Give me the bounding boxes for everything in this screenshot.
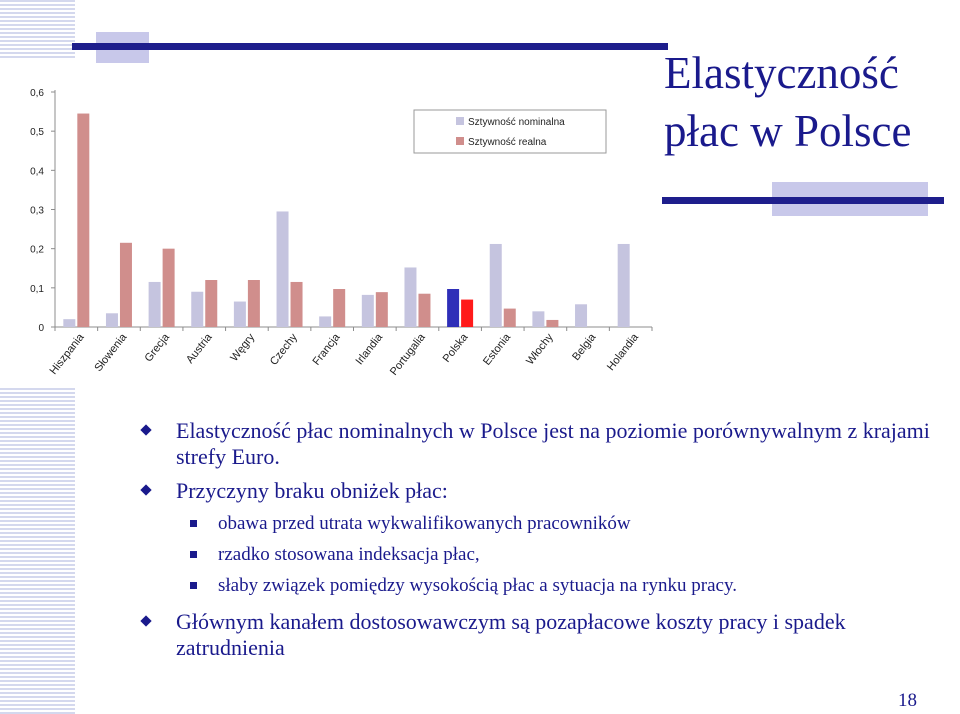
x-tick-label: Hiszpania xyxy=(47,331,87,377)
bar-nominal xyxy=(63,319,76,327)
x-tick-label: Węgry xyxy=(228,331,257,364)
x-axis-labels: Hiszpania Słowenia Grecja Austria Węgry Czech… xyxy=(47,331,641,378)
bar-real xyxy=(461,299,474,327)
bar-nominal xyxy=(447,289,460,327)
legend-label: Sztywność realna xyxy=(468,137,547,148)
legend-swatch xyxy=(456,137,464,145)
decorative-line-right xyxy=(662,197,944,204)
y-tick-label: 0,3 xyxy=(30,206,44,217)
bar-real xyxy=(546,319,559,327)
x-tick-label: Belgia xyxy=(570,331,599,363)
x-tick-label: Słowenia xyxy=(92,331,129,374)
y-tick-label: 0,4 xyxy=(30,166,44,177)
bar-nominal xyxy=(489,243,502,327)
y-tick-label: 0,6 xyxy=(30,88,44,99)
bars xyxy=(63,113,630,328)
sub-bullet-item: obawa przed utrata wykwalifikowanych pra… xyxy=(176,508,940,539)
bullet-item: Elastyczność płac nominalnych w Polsce j… xyxy=(140,418,940,470)
sub-bullet-item: słaby związek pomiędzy wysokością płac a… xyxy=(176,570,940,601)
bar-real xyxy=(418,293,431,327)
sub-bullet-item: rzadko stosowana indeksacja płac, xyxy=(176,539,940,570)
bar-real xyxy=(162,248,175,327)
bullet-text: Przyczyny braku obniżek płac: xyxy=(176,478,448,503)
bullet-item: Głównym kanałem dostosowawczym są pozapł… xyxy=(140,609,940,661)
wage-rigidity-bar-chart: 0 0,1 0,2 0,3 0,4 0,5 0,6 Hiszpania Słowenia Gre… xyxy=(30,88,653,378)
bar-nominal xyxy=(617,243,630,327)
bar-real xyxy=(205,280,218,327)
decorative-line-top xyxy=(72,43,668,50)
bar-nominal xyxy=(105,313,118,327)
bar-nominal xyxy=(233,301,246,327)
bar-real xyxy=(247,280,260,327)
y-tick-label: 0,2 xyxy=(30,245,44,256)
bullet-list: Elastyczność płac nominalnych w Polsce j… xyxy=(140,418,940,669)
x-tick-label: Francja xyxy=(310,331,343,368)
bar-real xyxy=(333,289,346,327)
bullet-item: Przyczyny braku obniżek płac: obawa prze… xyxy=(140,478,940,601)
bar-nominal xyxy=(148,281,161,327)
x-tick-label: Czechy xyxy=(268,331,300,368)
x-tick-label: Estonia xyxy=(481,331,514,368)
x-tick-label: Polska xyxy=(441,331,471,365)
y-tick-label: 0 xyxy=(38,323,44,334)
bar-nominal xyxy=(361,294,374,327)
y-tick-label: 0,5 xyxy=(30,127,44,138)
legend-label: Sztywność nominalna xyxy=(468,117,565,128)
bar-nominal xyxy=(319,316,332,327)
bar-nominal xyxy=(532,311,545,327)
bullet-text: Głównym kanałem dostosowawczym są pozapł… xyxy=(176,609,846,660)
x-tick-label: Austria xyxy=(184,331,215,366)
bar-nominal xyxy=(191,291,204,327)
legend-swatch xyxy=(456,117,464,125)
bar-real xyxy=(290,281,303,327)
bullet-text: Elastyczność płac nominalnych w Polsce j… xyxy=(176,418,930,469)
decorative-stripes-top xyxy=(0,0,75,60)
y-tick-label: 0,1 xyxy=(30,284,44,295)
legend-box xyxy=(413,109,607,154)
bar-real xyxy=(503,308,516,327)
bar-nominal xyxy=(404,267,417,327)
x-tick-label: Włochy xyxy=(524,331,556,367)
bar-real xyxy=(119,242,132,327)
slide-title: Elastyczność płac w Polsce xyxy=(664,44,960,160)
bar-real xyxy=(77,113,90,328)
chart-legend: Sztywność nominalna Sztywność realna xyxy=(413,109,607,154)
bar-nominal xyxy=(575,304,588,327)
x-tick-label: Portugalia xyxy=(388,331,428,378)
sub-bullet-list: obawa przed utrata wykwalifikowanych pra… xyxy=(176,508,940,601)
slide-title-line2: płac w Polsce xyxy=(664,106,912,156)
bar-real xyxy=(375,292,388,327)
x-tick-label: Holandia xyxy=(605,331,642,373)
bar-nominal xyxy=(276,211,289,327)
x-tick-label: Irlandia xyxy=(354,331,386,368)
x-tick-label: Grecja xyxy=(143,331,173,365)
page-number: 18 xyxy=(898,690,917,711)
decorative-stripes-bottom xyxy=(0,388,75,714)
slide-title-line1: Elastyczność xyxy=(664,48,899,98)
